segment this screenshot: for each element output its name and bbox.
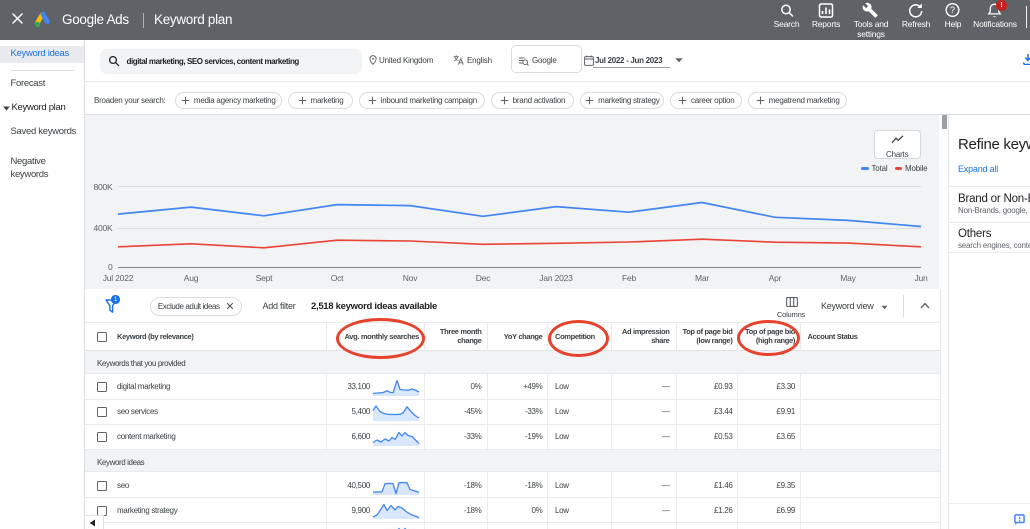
svg-text:?: ? bbox=[950, 5, 955, 15]
